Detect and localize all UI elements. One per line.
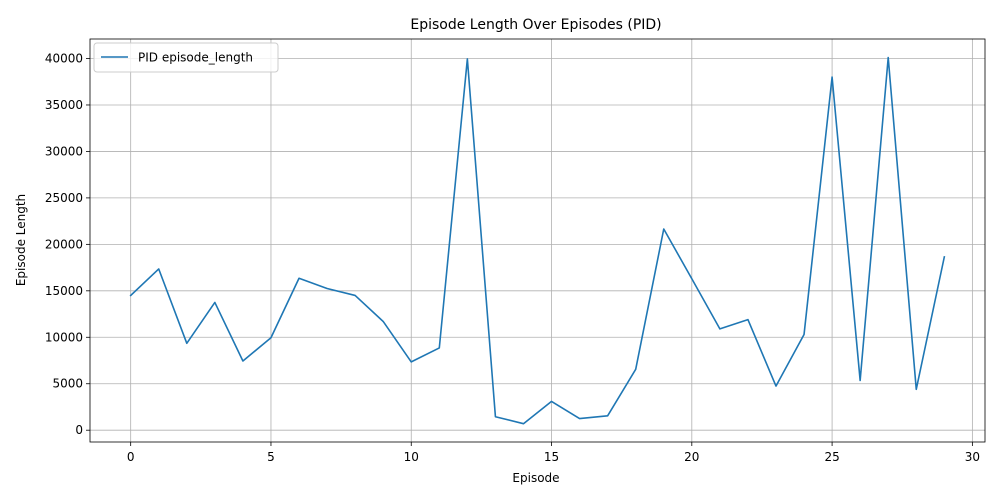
y-tick-label: 20000: [45, 237, 83, 251]
x-tick-label: 10: [404, 450, 419, 464]
x-tick-label: 30: [965, 450, 980, 464]
grid-layer: [90, 39, 985, 442]
x-axis-label: Episode: [512, 471, 559, 485]
series-line: [129, 56, 946, 425]
plot-frame: [89, 38, 986, 443]
y-tick-label: 5000: [52, 377, 83, 391]
tick-layer: 0 5 10 15 20 25 30 0 5000 10000 15000 20000 25000 300…: [45, 52, 980, 464]
legend-box: [93, 42, 279, 73]
x-tick-label: 0: [127, 450, 135, 464]
series-layer: [129, 56, 946, 425]
y-tick-label: 25000: [45, 191, 83, 205]
legend: PID episode_length: [93, 42, 279, 73]
y-tick-label: 30000: [45, 144, 83, 158]
y-tick-label: 15000: [45, 284, 83, 298]
chart-title: Episode Length Over Episodes (PID): [410, 17, 661, 33]
y-tick-label: 40000: [45, 52, 83, 66]
legend-label: PID episode_length: [138, 51, 253, 65]
x-tick-label: 20: [684, 450, 699, 464]
x-tick-label: 15: [544, 450, 559, 464]
y-axis-label: Episode Length: [14, 194, 28, 286]
y-tick-label: 10000: [45, 330, 83, 344]
x-tick-label: 25: [824, 450, 839, 464]
y-tick-label: 0: [75, 423, 83, 437]
y-tick-label: 35000: [45, 98, 83, 112]
x-tick-label: 5: [267, 450, 275, 464]
